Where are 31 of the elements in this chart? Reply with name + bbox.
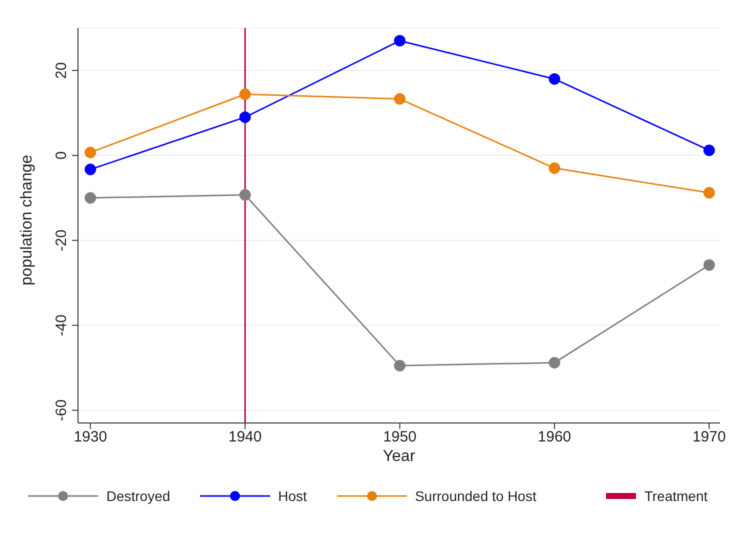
y-tick-label: 20 (53, 62, 70, 79)
legend-label: Treatment (644, 488, 708, 504)
legend-label: Surrounded to Host (414, 488, 536, 504)
point (394, 34, 406, 46)
y-tick-label: -60 (53, 399, 70, 422)
y-tick-label: -40 (53, 314, 70, 336)
point (84, 164, 96, 176)
point (703, 259, 715, 271)
point (703, 144, 715, 156)
point (239, 189, 251, 201)
y-tick-label: -20 (53, 230, 70, 252)
x-axis-title: Year (382, 448, 416, 465)
legend-label: Destroyed (106, 488, 170, 504)
legend-label: Host (278, 488, 307, 504)
point (394, 360, 406, 372)
point (239, 111, 251, 123)
point (548, 356, 560, 368)
point (239, 88, 251, 100)
x-tick-label: 1930 (74, 428, 108, 446)
point (84, 146, 96, 158)
x-tick-label: 1970 (692, 428, 726, 446)
point (703, 187, 715, 199)
x-tick-label: 1940 (228, 428, 262, 446)
y-axis-title: population change (18, 154, 36, 286)
point (548, 73, 560, 85)
point (394, 93, 406, 105)
point (84, 192, 96, 204)
x-tick-label: 1960 (538, 428, 572, 446)
point (548, 162, 560, 174)
y-tick-label: 0 (53, 151, 70, 160)
x-tick-label: 1950 (383, 428, 416, 446)
